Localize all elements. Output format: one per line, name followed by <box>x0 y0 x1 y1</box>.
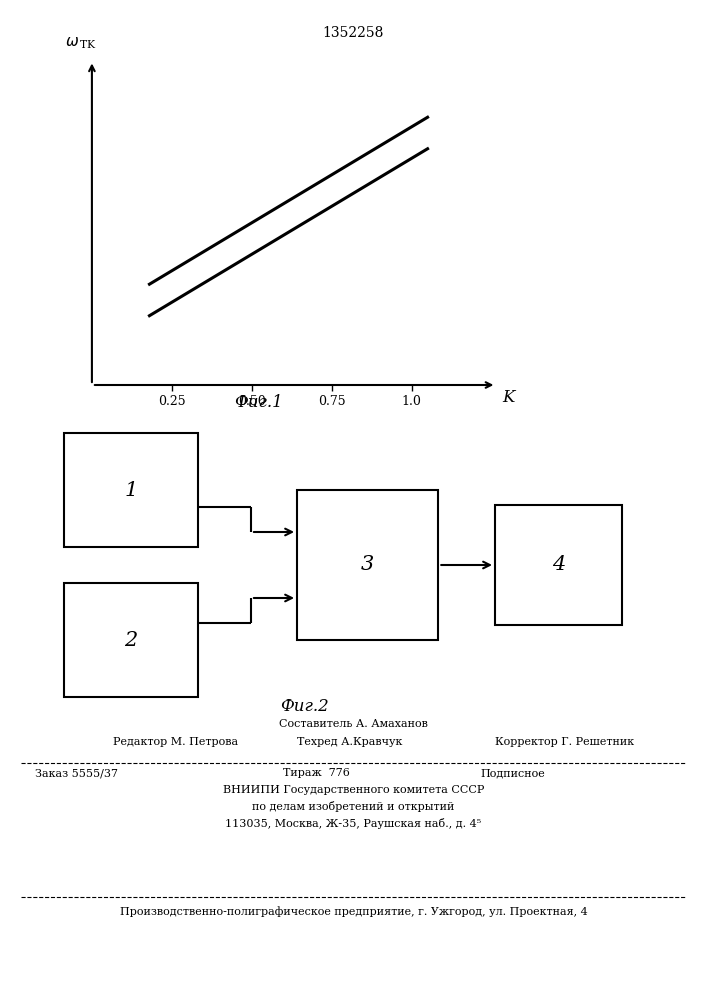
Text: по делам изобретений и открытий: по делам изобретений и открытий <box>252 801 455 812</box>
Text: Корректор Г. Решетник: Корректор Г. Решетник <box>495 737 634 747</box>
Text: 1: 1 <box>124 481 137 499</box>
Bar <box>495 505 622 625</box>
Text: Фиг.2: Фиг.2 <box>280 698 328 715</box>
Text: 2: 2 <box>124 631 137 650</box>
Text: Составитель А. Амаханов: Составитель А. Амаханов <box>279 719 428 729</box>
Text: Заказ 5555/37: Заказ 5555/37 <box>35 768 118 778</box>
Text: Тираж  776: Тираж 776 <box>283 768 350 778</box>
Text: 113035, Москва, Ж-35, Раушская наб., д. 4⁵: 113035, Москва, Ж-35, Раушская наб., д. … <box>226 818 481 829</box>
Text: Редактор М. Петрова: Редактор М. Петрова <box>113 737 238 747</box>
Text: 4: 4 <box>552 556 565 574</box>
Text: 3: 3 <box>361 556 374 574</box>
Text: 1352258: 1352258 <box>323 26 384 40</box>
Text: Подписное: Подписное <box>481 768 546 778</box>
Text: Производственно-полиграфическое предприятие, г. Ужгород, ул. Проектная, 4: Производственно-полиграфическое предприя… <box>119 906 588 917</box>
Bar <box>64 583 198 697</box>
Bar <box>64 433 198 547</box>
Text: $\omega_{\,\mathregular{TK}}$: $\omega_{\,\mathregular{TK}}$ <box>65 35 97 51</box>
Text: K: K <box>502 389 514 406</box>
Text: Техред А.Кравчук: Техред А.Кравчук <box>297 737 402 747</box>
Bar <box>297 490 438 640</box>
Text: Фиг.1: Фиг.1 <box>234 394 282 411</box>
Text: ВНИИПИ Государственного комитета СССР: ВНИИПИ Государственного комитета СССР <box>223 785 484 795</box>
